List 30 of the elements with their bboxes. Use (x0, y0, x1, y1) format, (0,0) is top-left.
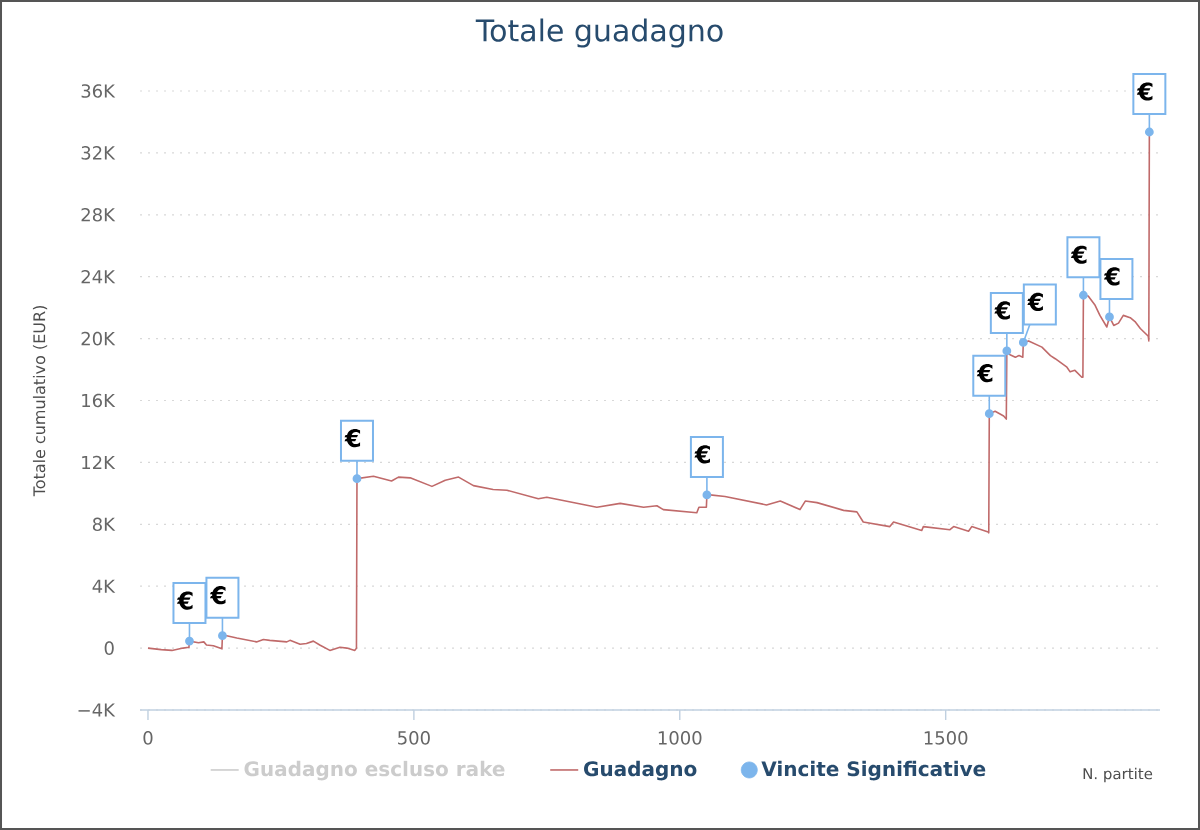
y-tick-label: 28K (81, 207, 116, 222)
legend-label: Vincite Significative (761, 760, 986, 781)
annotation: € (209, 586, 226, 605)
x-tick-label: 1000 (658, 731, 702, 745)
annotation: € (976, 364, 993, 383)
annotation: € (1103, 267, 1120, 286)
annotation: € (1070, 245, 1087, 264)
y-tick-label: 8K (92, 517, 116, 532)
y-tick-label: 12K (82, 455, 116, 470)
y-tick-label: −4K (78, 703, 116, 717)
legend-label: Guadagno (584, 760, 697, 781)
annotation: € (344, 429, 361, 448)
x-tick-label: 1500 (924, 731, 968, 745)
y-tick-label: 24K (81, 270, 116, 284)
y-tick-label: 32K (81, 146, 116, 160)
chart-title: Totale guadagno (475, 18, 723, 48)
annotation: € (1136, 82, 1153, 101)
x-tick-label: 0 (143, 731, 153, 745)
y-tick-label: 16K (82, 393, 116, 408)
x-tick-label: 500 (398, 731, 430, 745)
y-tick-label: 4K (92, 579, 116, 593)
annotation: € (1027, 292, 1043, 312)
x-axis-title: N. partite (1083, 767, 1153, 783)
annotation: € (176, 591, 193, 610)
y-tick-label: 0 (104, 641, 114, 655)
y-tick-label: 20K (81, 331, 116, 346)
annotation: € (994, 301, 1010, 320)
y-axis-title: Totale cumulativo (EUR) (32, 306, 48, 497)
y-tick-label: 36K (81, 84, 116, 98)
annotation: € (694, 445, 710, 464)
